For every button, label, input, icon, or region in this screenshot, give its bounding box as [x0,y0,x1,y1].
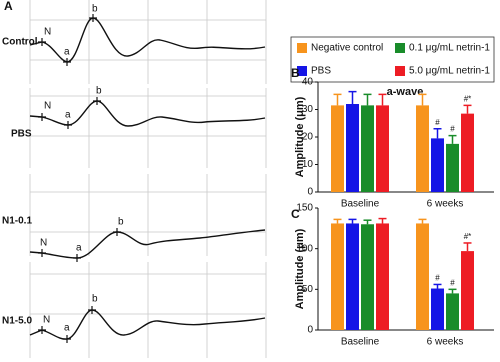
y-tick-label: 40 [302,77,314,88]
bar [376,223,389,330]
panel-label: C [291,207,300,221]
trace-name: N1-5.0 [2,316,32,327]
bar [461,113,474,192]
significance-marker: # [450,278,455,287]
point-label: a [64,323,70,334]
significance-marker: #* [464,232,472,241]
chart-title: a-wave [387,86,424,98]
trace-name: PBS [11,129,32,140]
point-label: N [40,238,47,249]
point-label: a [64,47,70,58]
bar [361,105,374,192]
y-tick-label: 10 [302,159,314,170]
panel-label: A [4,0,13,13]
bar [431,138,444,192]
grid-block [29,0,267,84]
legend-label: Negative control [311,43,383,54]
point-label: N [43,315,50,326]
legend-frame [290,36,495,83]
legend-swatch [395,66,405,76]
x-tick-label: 6 weeks [427,199,464,210]
point-label: b [92,4,98,15]
y-tick-label: 20 [302,132,314,143]
trace-grids [29,0,267,358]
grid-block [29,262,267,358]
y-tick-label: 100 [296,243,313,254]
significance-marker: # [435,274,440,283]
point-label: N [44,27,51,38]
bar [461,251,474,330]
bar [346,223,359,330]
bar [331,105,344,192]
trace-markers [38,14,121,343]
x-tick-label: 6 weeks [427,337,464,348]
bar [431,288,444,330]
y-tick-label: 150 [296,203,313,214]
bar [416,223,429,330]
trace-name: Control [2,37,38,48]
significance-marker: # [450,125,455,134]
x-tick-label: Baseline [341,199,380,210]
trace-name: N1-0.1 [2,216,32,227]
bar [446,143,459,192]
legend-label: 5.0 μg/mL netrin-1 [409,66,490,77]
legend-swatch [297,43,307,53]
x-tick-label: Baseline [341,337,380,348]
grid-block [29,174,267,256]
point-label: a [65,110,71,121]
y-axis-label: Amplitude (μm) [294,96,306,177]
erg-trace [29,229,266,259]
legend-label: 0.1 μg/mL netrin-1 [409,43,490,54]
bar [361,224,374,330]
bar [446,293,459,330]
point-label: a [76,243,82,254]
y-tick-label: 0 [307,187,313,198]
point-label: b [96,86,102,97]
bar [416,105,429,192]
bar [331,223,344,330]
significance-marker: #* [464,94,472,103]
grid-block [29,88,267,168]
y-axis-label: Amplitude (μm) [294,228,306,309]
bar [346,104,359,192]
bar [376,105,389,192]
y-tick-label: 0 [307,325,313,336]
y-tick-label: 30 [302,104,314,115]
y-tick-label: 50 [302,284,314,295]
legend-swatch [395,43,405,53]
panel-label: B [291,66,300,80]
point-label: b [92,294,98,305]
point-label: b [118,217,124,228]
significance-marker: # [435,118,440,127]
legend-label: PBS [311,66,331,77]
legend-swatch [297,66,307,76]
point-label: N [44,101,51,112]
